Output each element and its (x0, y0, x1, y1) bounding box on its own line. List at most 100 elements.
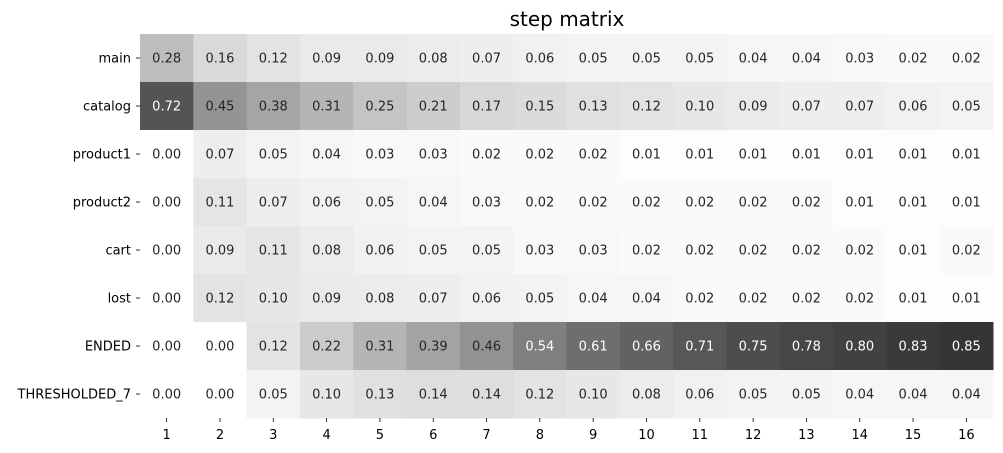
heatmap-cell (246, 370, 301, 419)
heatmap-cell (726, 178, 781, 227)
heatmap-cell (353, 322, 408, 371)
cell-value-label: 0.01 (899, 196, 928, 211)
cell-value-label: 0.02 (579, 196, 608, 211)
cell-value-label: 0.10 (312, 388, 341, 403)
cell-value-label: 0.06 (312, 196, 341, 211)
y-tick-label: product2 (73, 196, 131, 211)
cell-value-label: 0.05 (259, 388, 288, 403)
heatmap-cell (513, 322, 567, 371)
x-axis: 1 2 3 4 5 6 7 8 9 10 11 12 13 14 15 16 (163, 418, 975, 443)
cell-value-label: 0.75 (739, 340, 768, 355)
heatmap-cell (246, 322, 301, 371)
cell-value-label: 0.31 (312, 100, 341, 115)
cell-value-label: 0.66 (632, 340, 661, 355)
cell-value-label: 0.04 (952, 388, 981, 403)
heatmap-cell (353, 370, 408, 419)
cell-value-label: 0.05 (685, 52, 714, 67)
heatmap-cell (939, 226, 994, 275)
cell-value-label: 0.04 (312, 148, 341, 163)
x-tick-label: 7 (482, 428, 490, 443)
cell-value-label: 0.05 (739, 388, 768, 403)
heatmap-cell (140, 82, 194, 131)
cell-value-label: 0.02 (632, 196, 661, 211)
cell-value-label: 0.85 (952, 340, 981, 355)
heatmap-cell (779, 226, 834, 275)
heatmap-cell (939, 370, 994, 419)
cell-value-label: 0.46 (472, 340, 501, 355)
cell-value-label: 0.05 (952, 100, 981, 115)
heatmap-cell (939, 130, 994, 179)
heatmap-cell (619, 178, 674, 227)
cell-value-label: 0.04 (419, 196, 448, 211)
cell-value-label: 0.83 (899, 340, 928, 355)
x-tick-label: 9 (589, 428, 597, 443)
cell-value-label: 0.08 (419, 52, 448, 67)
heatmap-cell (513, 34, 567, 83)
cell-value-label: 0.16 (205, 52, 234, 67)
cell-value-label: 0.04 (632, 292, 661, 307)
cell-value-label: 0.12 (525, 388, 554, 403)
heatmap-cell (353, 130, 408, 179)
cell-value-label: 0.08 (312, 244, 341, 259)
cell-value-label: 0.05 (259, 148, 288, 163)
heatmap-cell (886, 130, 941, 179)
cell-value-label: 0.10 (259, 292, 288, 307)
heatmap-cell (673, 178, 727, 227)
y-axis: main catalog product1 product2 cart lost ENDED… (17, 52, 140, 403)
x-tick-label: 4 (322, 428, 330, 443)
heatmap-cell (193, 82, 248, 131)
cell-value-label: 0.02 (899, 52, 928, 67)
heatmap-cell (299, 130, 354, 179)
cell-value-label: 0.01 (899, 292, 928, 307)
cell-value-label: 0.12 (632, 100, 661, 115)
heatmap-cell (566, 274, 621, 323)
heatmap-cell (886, 82, 941, 131)
heatmap-cell (779, 130, 834, 179)
cell-value-label: 0.00 (152, 244, 181, 259)
y-tick-label: THRESHOLDED_7 (17, 388, 131, 403)
cell-value-label: 0.54 (525, 340, 554, 355)
heatmap-cell (619, 370, 674, 419)
cell-value-label: 0.05 (632, 52, 661, 67)
cell-value-label: 0.00 (152, 388, 181, 403)
heatmap-cell (140, 370, 194, 419)
cell-value-label: 0.02 (632, 244, 661, 259)
heatmap-cell (140, 322, 194, 371)
cell-value-label: 0.14 (419, 388, 448, 403)
heatmap-cell (673, 370, 727, 419)
cell-value-label: 0.71 (685, 340, 714, 355)
cell-value-label: 0.07 (205, 148, 234, 163)
cell-value-label: 0.02 (952, 52, 981, 67)
cell-value-label: 0.07 (259, 196, 288, 211)
x-tick-label: 8 (536, 428, 544, 443)
cell-value-label: 0.03 (525, 244, 554, 259)
heatmap-cell (673, 274, 727, 323)
heatmap-cell-labels: 0.28 0.16 0.12 0.09 0.09 0.08 0.07 0.06 0.05 0.05… (152, 52, 981, 403)
heatmap-cell (299, 322, 354, 371)
cell-value-label: 0.03 (472, 196, 501, 211)
x-tick-label: 15 (905, 428, 922, 443)
cell-value-label: 0.02 (792, 244, 821, 259)
heatmap-cell (779, 82, 834, 131)
heatmap-cell (619, 82, 674, 131)
heatmap-cell (513, 130, 567, 179)
heatmap-cell (619, 34, 674, 83)
heatmap-cell (886, 274, 941, 323)
cell-value-label: 0.02 (579, 148, 608, 163)
cell-value-label: 0.00 (152, 196, 181, 211)
cell-value-label: 0.12 (259, 340, 288, 355)
heatmap-cell (406, 370, 461, 419)
heatmap-cell (246, 274, 301, 323)
heatmap-cell (833, 130, 887, 179)
cell-value-label: 0.13 (579, 100, 608, 115)
heatmap-cell (886, 322, 941, 371)
y-tick-label: product1 (73, 148, 131, 163)
y-tick-label: lost (108, 292, 131, 307)
cell-value-label: 0.61 (579, 340, 608, 355)
cell-value-label: 0.00 (152, 340, 181, 355)
cell-value-label: 0.04 (899, 388, 928, 403)
heatmap-cell (299, 226, 354, 275)
heatmap-cell (299, 82, 354, 131)
cell-value-label: 0.03 (365, 148, 394, 163)
